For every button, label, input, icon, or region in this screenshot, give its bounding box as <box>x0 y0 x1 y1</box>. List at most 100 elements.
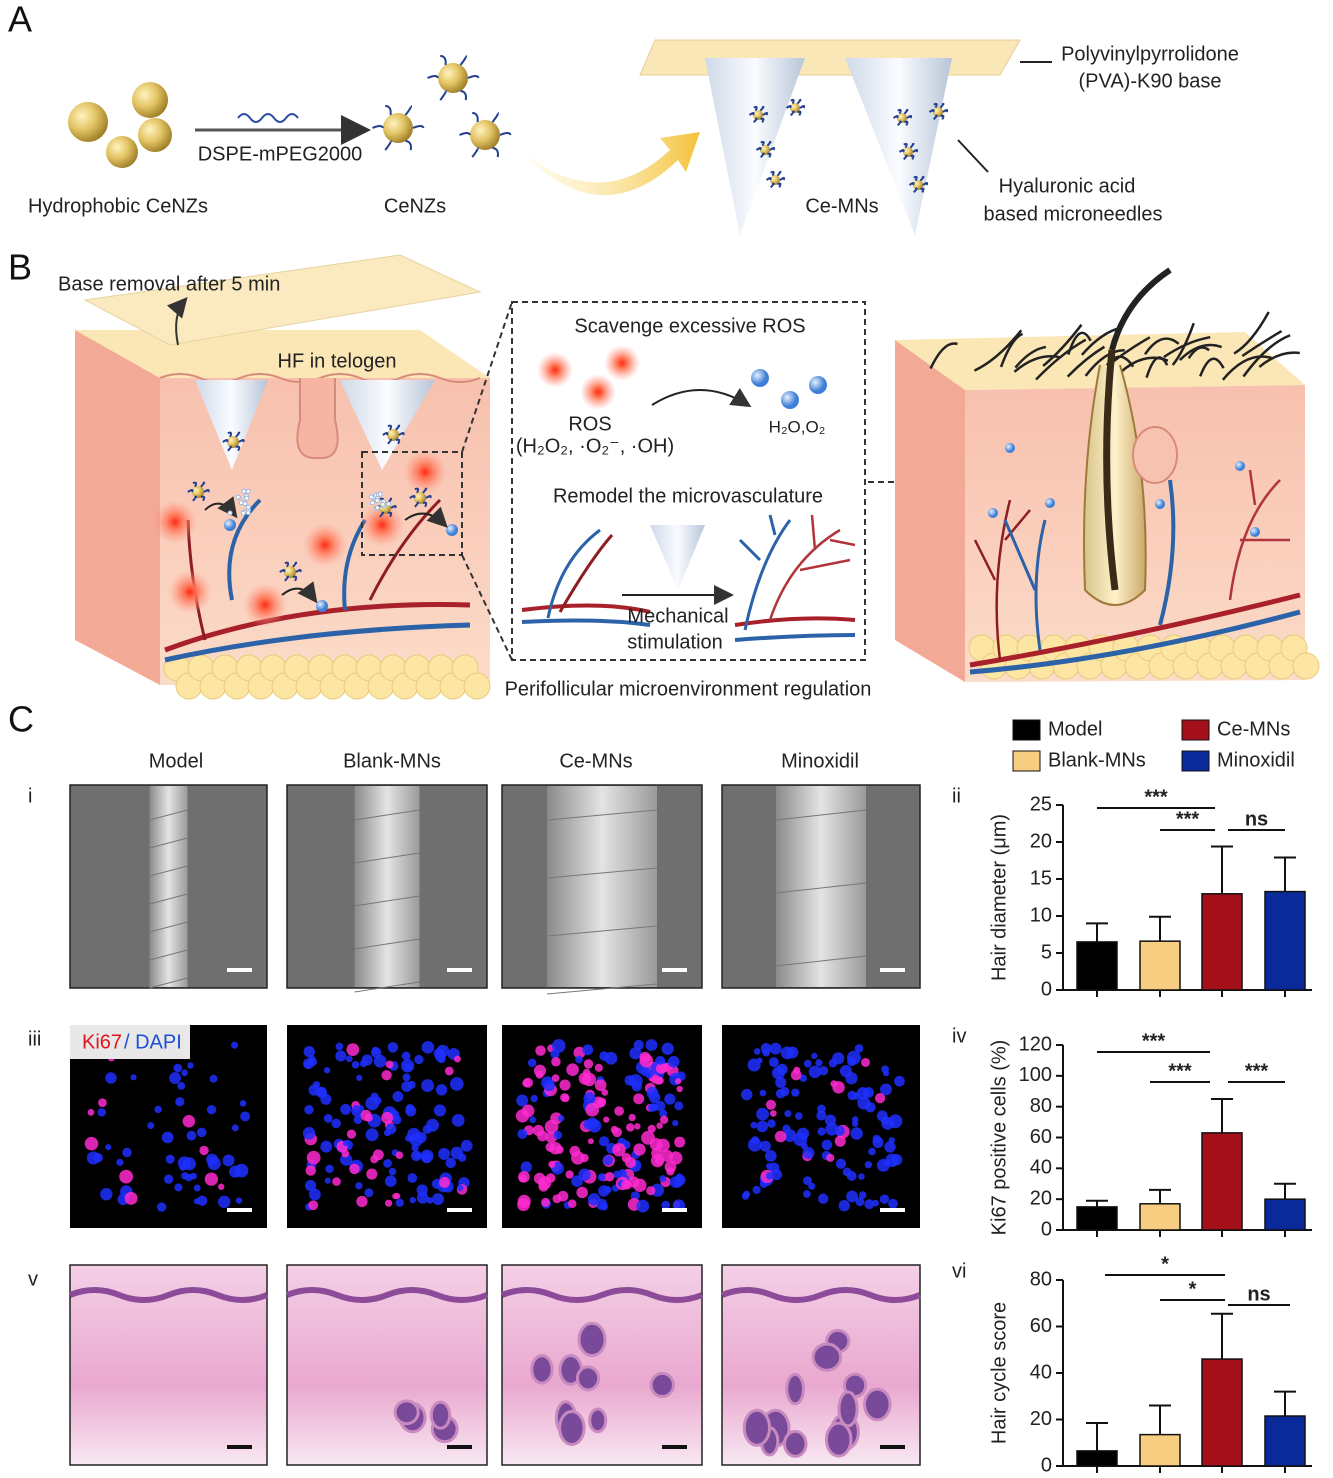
peg-chain <box>409 495 416 499</box>
cell <box>672 1119 679 1127</box>
cell <box>803 1190 811 1198</box>
peg-chain <box>295 569 302 573</box>
cell <box>598 1136 610 1147</box>
cell <box>855 1197 865 1207</box>
cell <box>640 1066 651 1077</box>
cell <box>93 1152 103 1163</box>
follicle <box>824 1421 853 1458</box>
peg-chain <box>192 481 198 488</box>
cell <box>674 1174 686 1186</box>
cell <box>884 1141 896 1153</box>
hair <box>1171 322 1195 366</box>
hair <box>1066 345 1106 378</box>
cell <box>674 1136 686 1148</box>
cell <box>335 1042 344 1051</box>
cell <box>421 1041 435 1054</box>
peg-chain <box>770 182 775 189</box>
cell <box>636 1199 650 1213</box>
nanoparticles <box>68 82 172 168</box>
cell <box>457 1184 464 1192</box>
cell <box>565 1170 574 1179</box>
needle-particles <box>748 98 949 194</box>
cell <box>824 1114 837 1126</box>
cell <box>864 1199 875 1210</box>
peg-chain <box>412 125 425 129</box>
cell <box>545 1142 555 1152</box>
cell <box>98 1098 107 1108</box>
cell <box>633 1143 646 1156</box>
epidermis <box>500 1287 704 1303</box>
cell <box>356 1195 368 1208</box>
peg-chain <box>762 112 769 116</box>
peg-chain <box>767 152 772 158</box>
cell <box>421 1152 433 1164</box>
peg-chain <box>439 90 447 101</box>
hair <box>1014 345 1047 369</box>
peg-chain <box>187 489 194 493</box>
bar <box>1201 1358 1243 1467</box>
cell <box>548 1160 556 1168</box>
cell <box>770 1110 777 1117</box>
cell <box>411 1144 419 1152</box>
cell <box>767 1119 776 1128</box>
cell <box>614 1106 624 1116</box>
charts: Model Blank-MNs Ce-MNs Minoxidil ii Hair diam… <box>952 718 1312 1476</box>
cell <box>204 1172 219 1186</box>
cell <box>206 1105 217 1115</box>
cell <box>842 1167 852 1177</box>
y-tick-label: 0 <box>1041 1218 1052 1240</box>
cell <box>325 1164 334 1174</box>
cell <box>340 1103 352 1115</box>
peg-chain <box>790 98 795 105</box>
cell <box>795 1112 803 1120</box>
follicle <box>588 1407 608 1434</box>
peg-chain <box>933 114 938 121</box>
follicle <box>742 1408 772 1447</box>
bar <box>1201 1132 1243 1231</box>
cell <box>667 1055 680 1068</box>
cell <box>231 1124 239 1132</box>
cell <box>743 1190 751 1198</box>
peg-chain <box>892 115 899 119</box>
label: stimulation <box>627 631 723 653</box>
hair <box>1035 338 1087 381</box>
peg-chain <box>753 105 758 112</box>
cuticle <box>775 809 867 821</box>
cell <box>209 1074 218 1083</box>
peg-chain <box>940 114 945 120</box>
pvp-base <box>639 39 1021 76</box>
hair <box>1042 323 1083 367</box>
cell <box>630 1191 640 1201</box>
label: ROS <box>568 413 611 435</box>
cuticle <box>149 837 188 849</box>
cell <box>435 1084 448 1096</box>
particle <box>913 180 923 190</box>
cell <box>445 1157 456 1169</box>
cell <box>576 1186 588 1199</box>
peg-chain <box>387 424 393 431</box>
cell <box>854 1044 864 1053</box>
row-label: i <box>28 785 32 807</box>
cell <box>181 1172 189 1180</box>
cell <box>116 1158 124 1166</box>
peg-chain <box>200 495 206 502</box>
cell <box>582 1068 591 1077</box>
cell <box>365 1128 379 1142</box>
dissolved-dot <box>242 501 248 507</box>
cell <box>353 1115 363 1125</box>
peg-chain <box>903 142 908 149</box>
cell <box>400 1059 415 1073</box>
cell <box>553 1130 563 1140</box>
cell <box>199 1145 209 1156</box>
cell <box>402 1073 411 1082</box>
cell <box>451 1114 465 1127</box>
hair <box>1109 267 1172 351</box>
cell <box>661 1149 674 1162</box>
peg-chain <box>785 105 792 109</box>
hair <box>1199 357 1225 377</box>
cell <box>768 1057 779 1068</box>
bar <box>1139 1433 1181 1467</box>
dissolved-dot <box>380 501 386 507</box>
cell <box>174 1183 183 1192</box>
legend-label: Ce-MNs <box>1217 718 1290 740</box>
